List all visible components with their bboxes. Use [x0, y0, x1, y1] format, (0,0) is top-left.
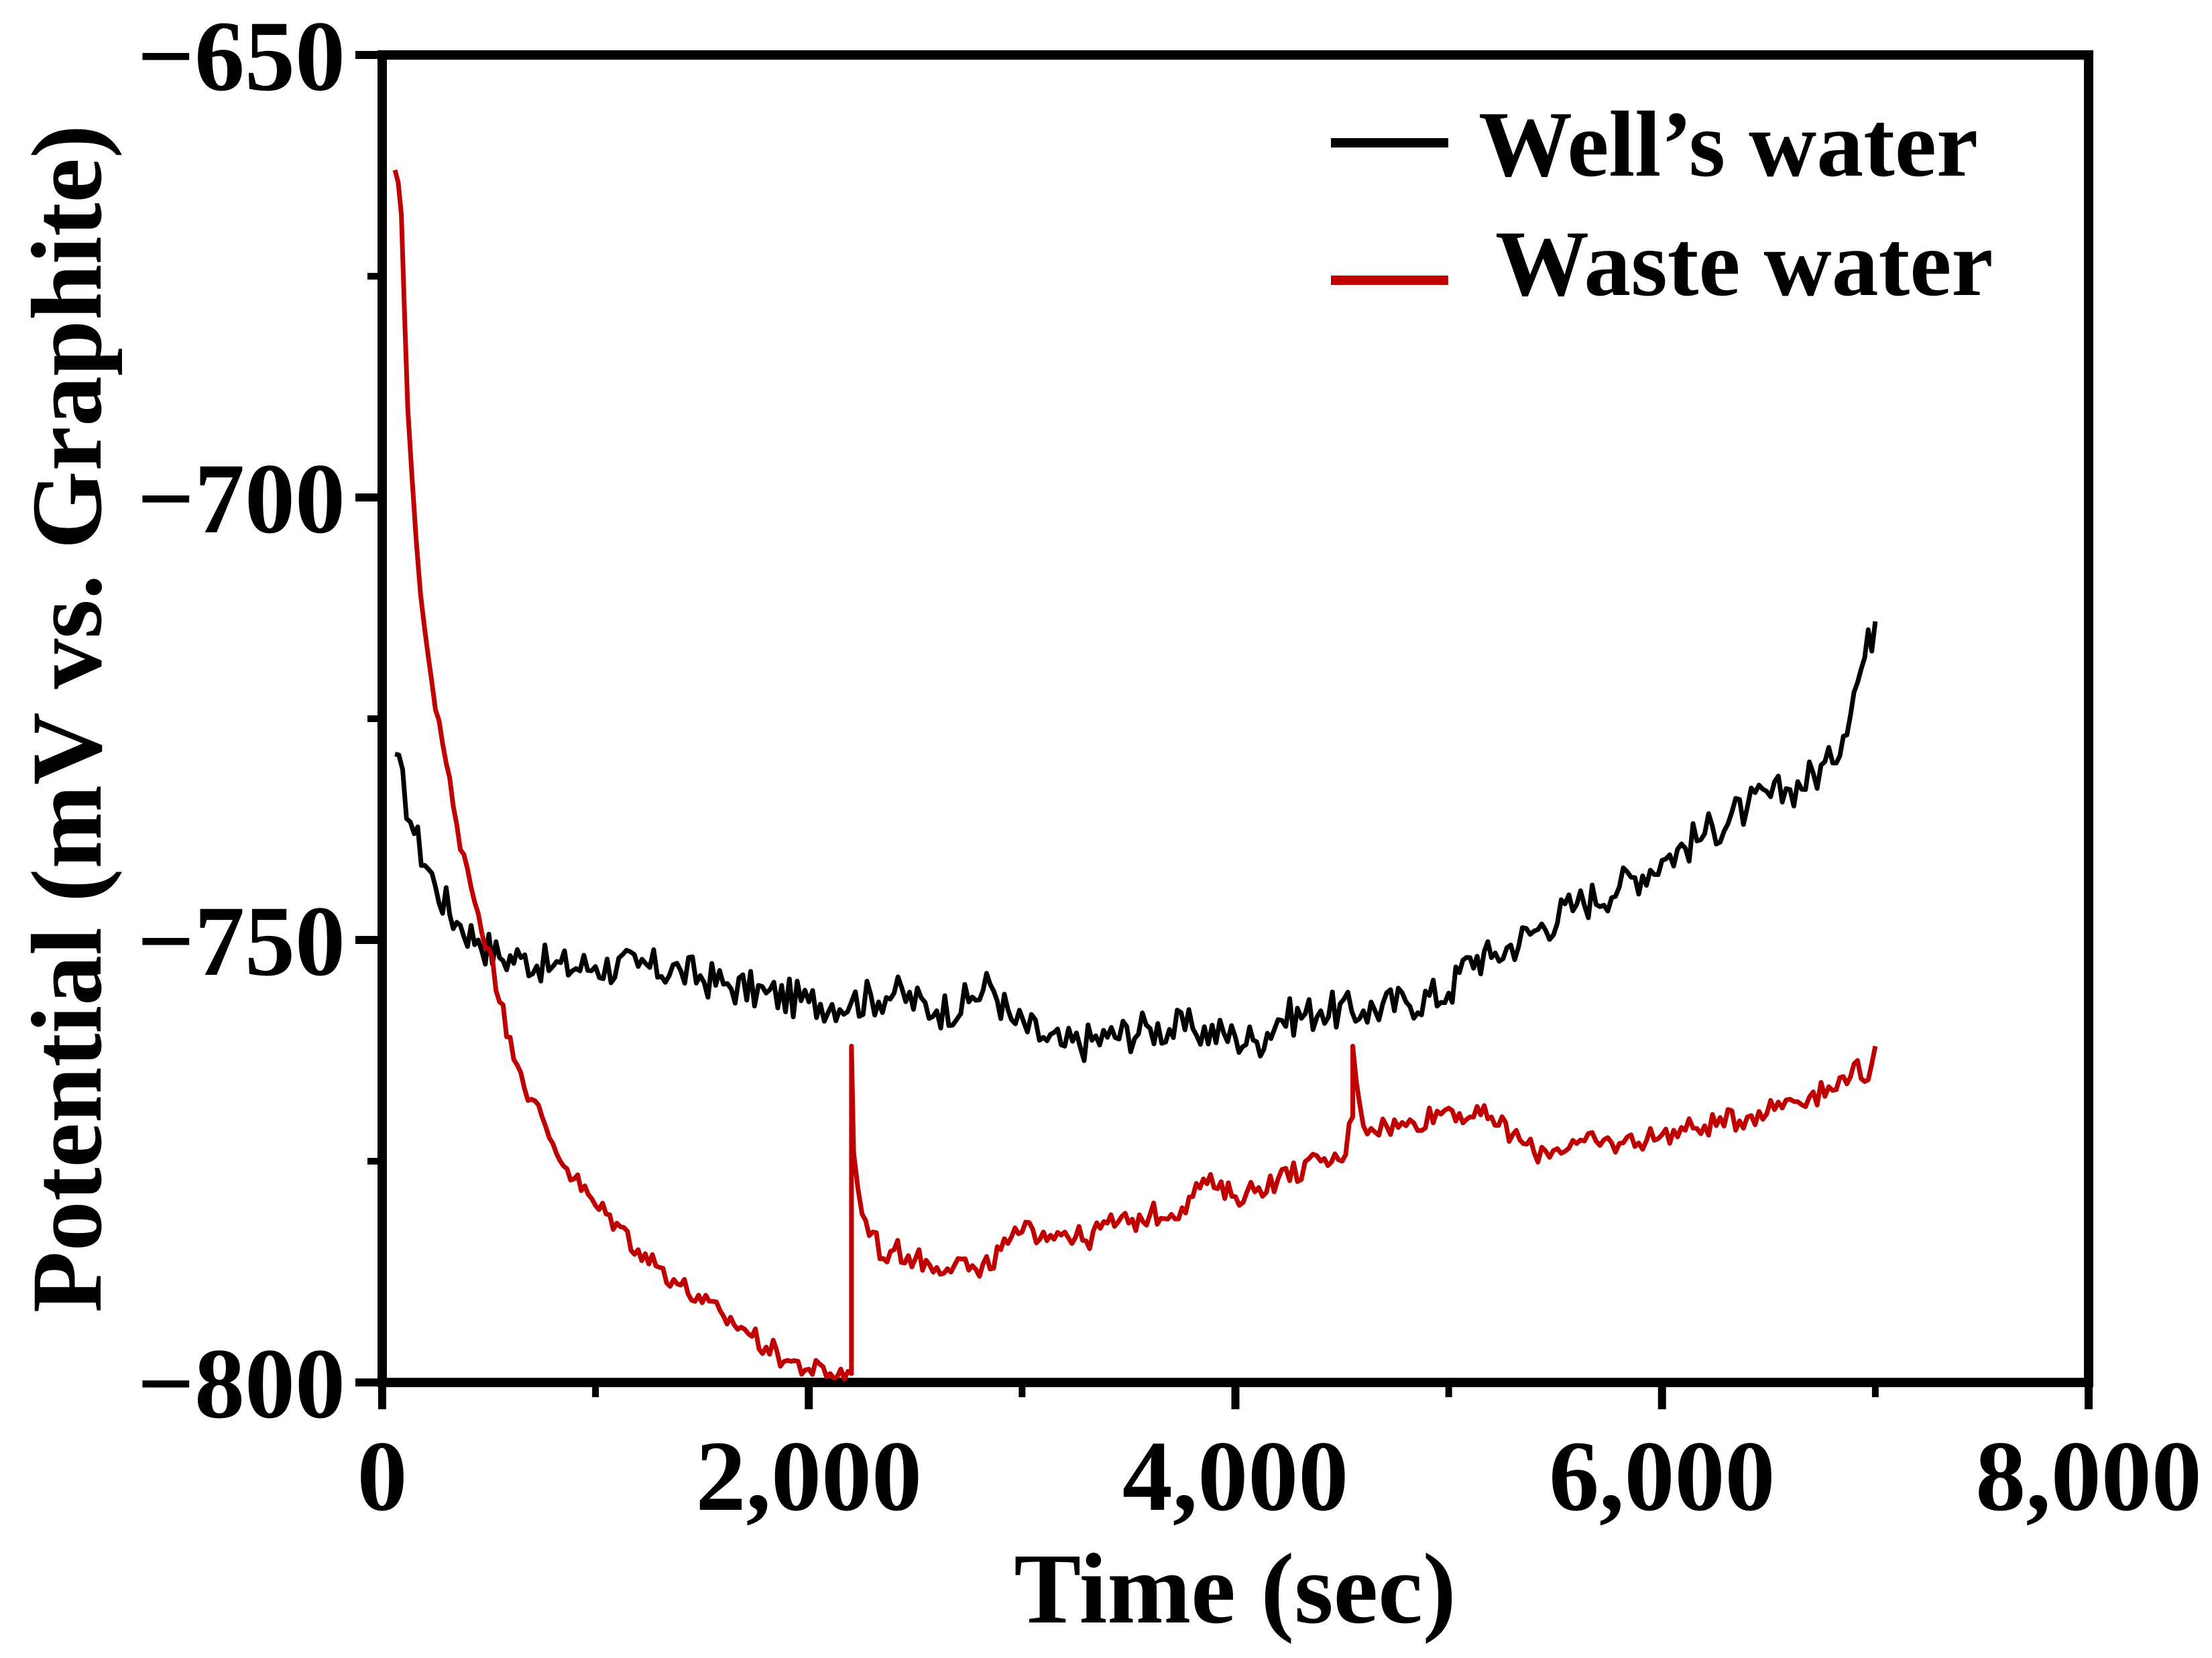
legend-label-wells-water: Well’s water [1478, 93, 1978, 196]
x-tick-label: 2,000 [696, 1421, 923, 1532]
x-tick-label: 8,000 [1975, 1421, 2202, 1532]
legend-label-waste-water: Waste water [1495, 212, 1993, 316]
x-axis: 0 2,000 4,000 6,000 8,000 [357, 1382, 2202, 1532]
legend: Well’s water Waste water [1331, 93, 1993, 316]
y-tick-label: −800 [137, 1328, 345, 1439]
y-tick-label: −700 [137, 443, 345, 554]
series-layer [392, 169, 1878, 1382]
x-axis-title: Time (sec) [1014, 1533, 1456, 1645]
y-tick-label: −750 [137, 886, 345, 997]
series-line-waste-water [392, 169, 1878, 1382]
y-axis: −800 −750 −700 −650 [137, 1, 382, 1439]
y-tick-label: −650 [137, 1, 345, 112]
y-axis-title: Potential (mV vs. Graphite) [11, 125, 123, 1313]
x-tick-label: 6,000 [1549, 1421, 1776, 1532]
x-tick-label: 0 [357, 1421, 408, 1532]
series-line-wells-water [394, 621, 1878, 1063]
x-tick-label: 4,000 [1122, 1421, 1349, 1532]
